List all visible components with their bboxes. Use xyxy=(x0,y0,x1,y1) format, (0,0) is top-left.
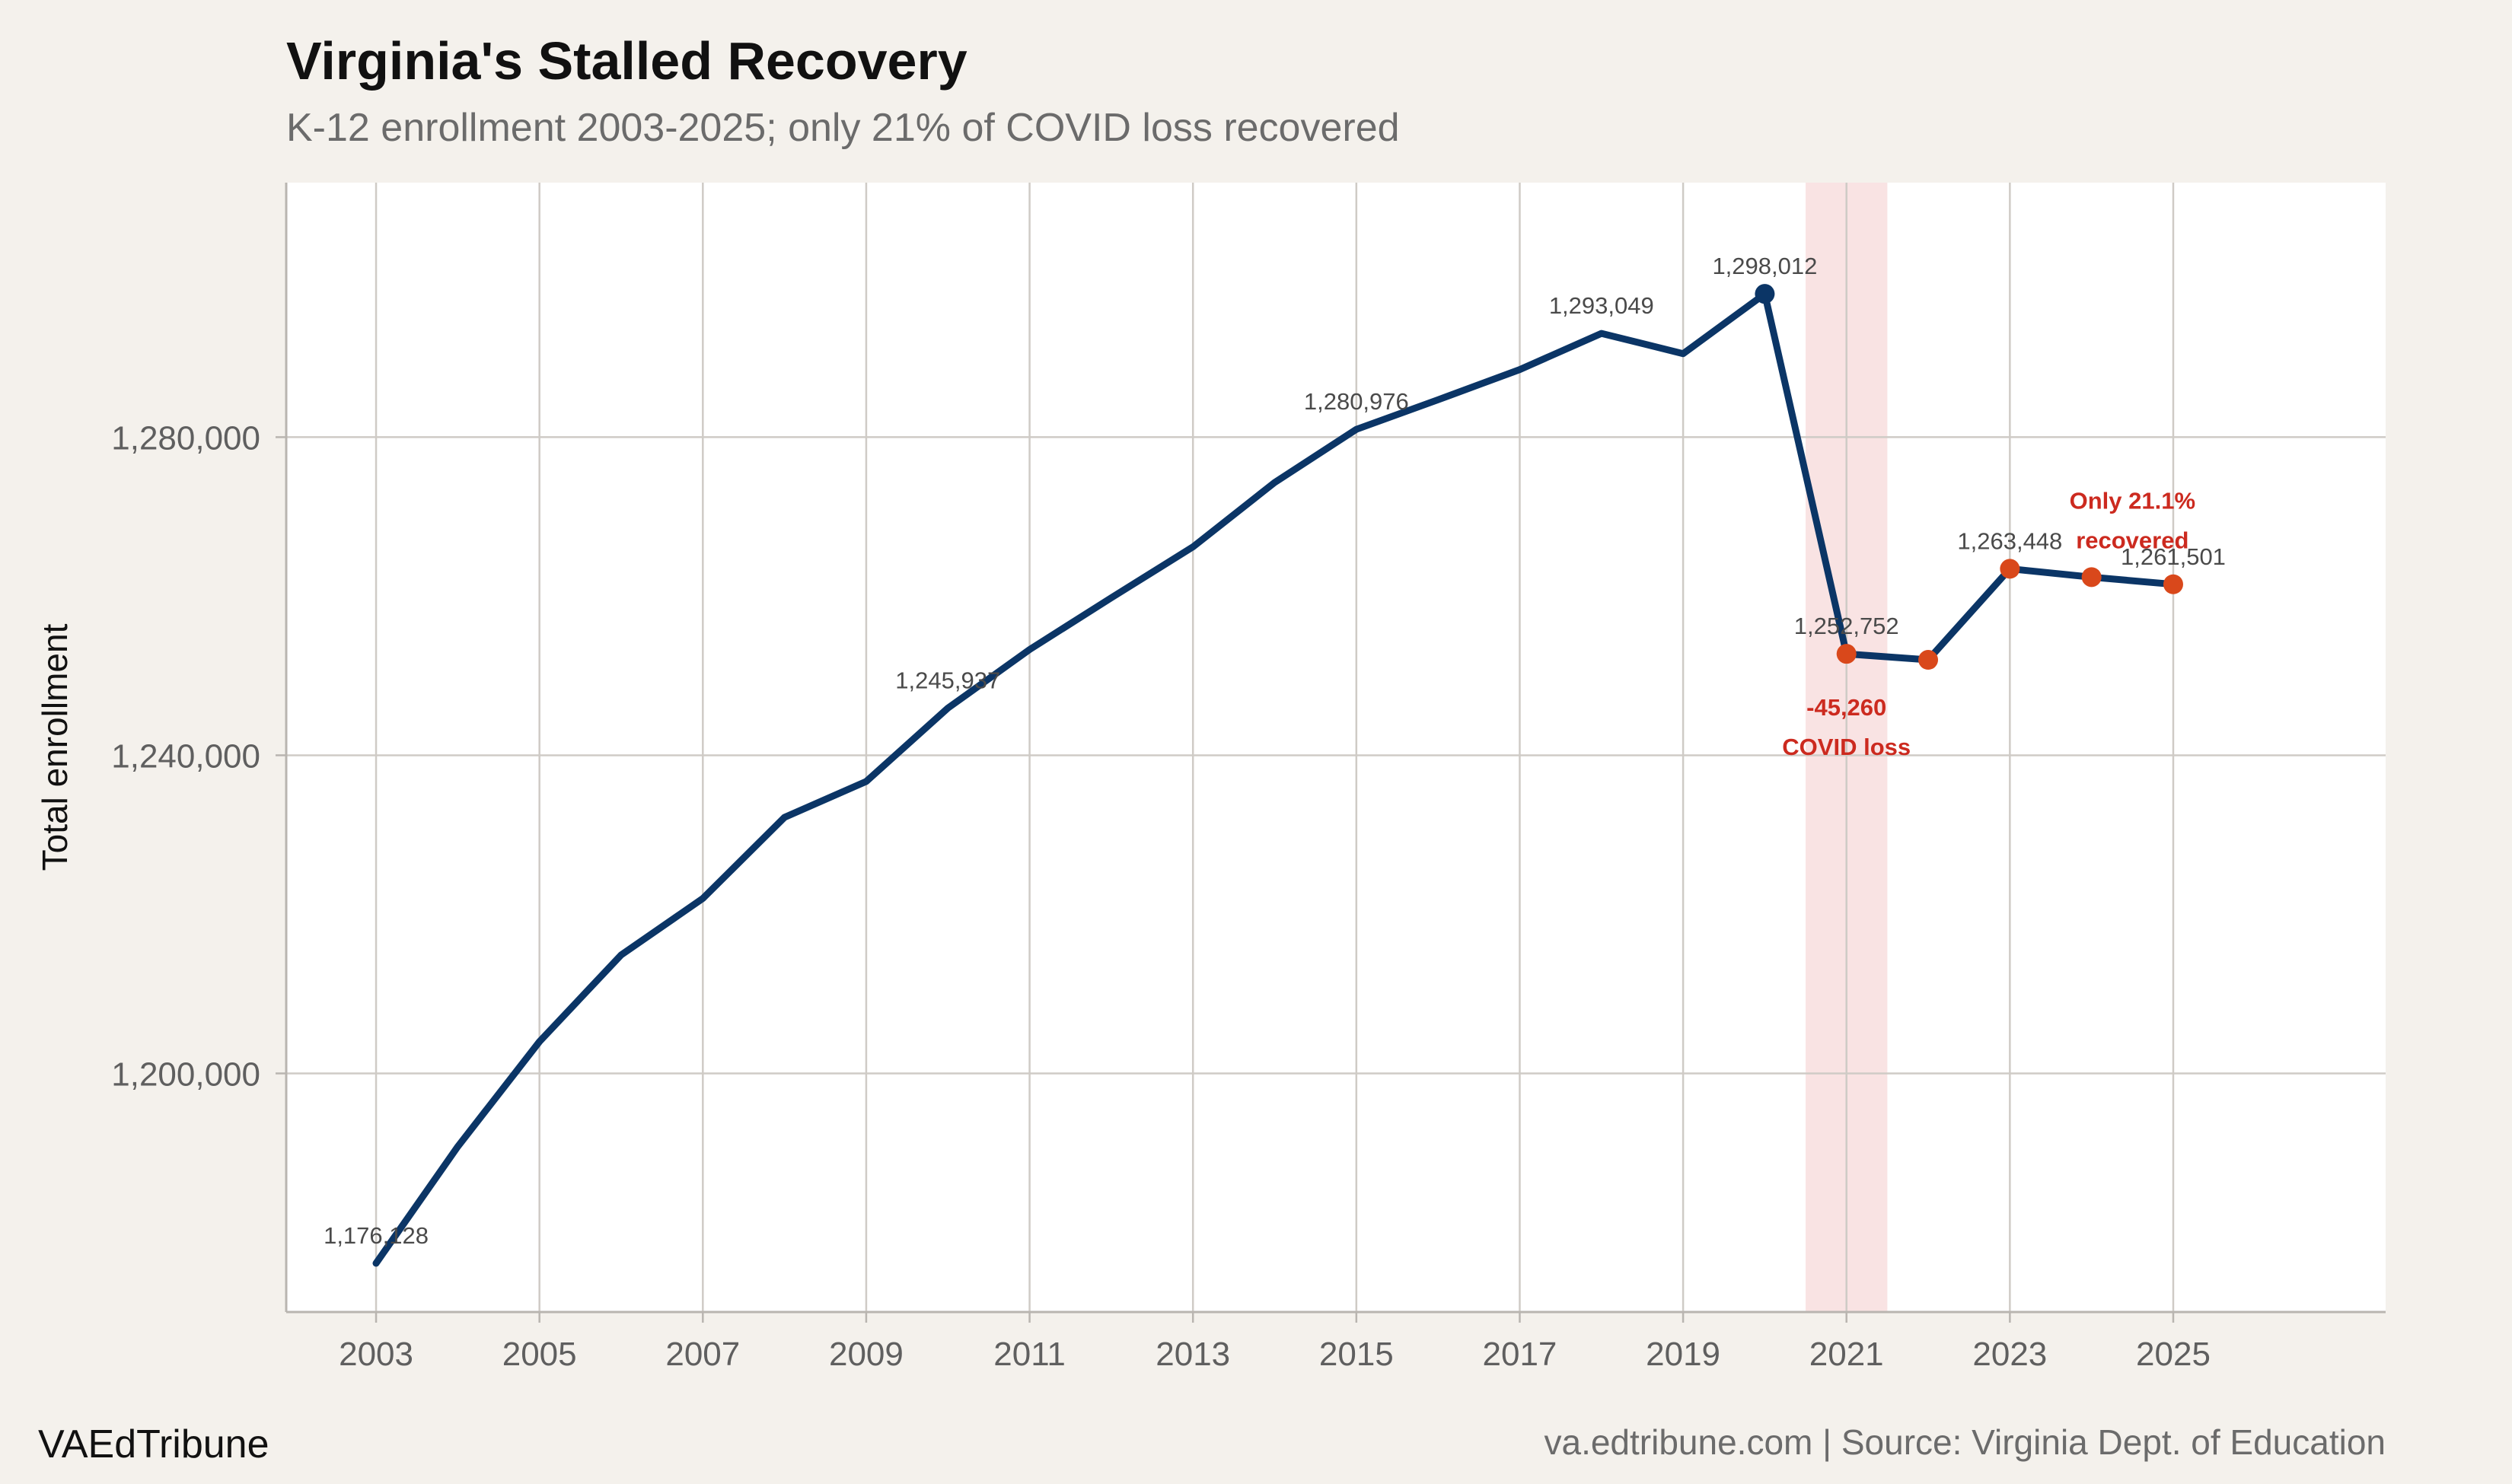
annotation-text: -45,260 xyxy=(1806,694,1886,721)
chart-subtitle: K-12 enrollment 2003-2025; only 21% of C… xyxy=(286,106,1400,150)
y-tick-label: 1,280,000 xyxy=(111,419,260,457)
data-label: 1,280,976 xyxy=(1304,388,1409,415)
post-covid-point xyxy=(2000,559,2020,579)
y-axis-label: Total enrollment xyxy=(35,623,75,871)
annotation-text: recovered xyxy=(2076,527,2188,553)
data-label: 1,245,937 xyxy=(895,667,1000,693)
post-covid-point xyxy=(1836,644,1857,664)
x-tick-label: 2015 xyxy=(1319,1336,1394,1373)
annotation-text: Only 21.1% xyxy=(2070,487,2195,514)
x-tick-label: 2019 xyxy=(1646,1336,1720,1373)
data-label: 1,298,012 xyxy=(1712,253,1817,279)
grid-layer xyxy=(286,183,2386,1312)
x-tick-label: 2005 xyxy=(502,1336,577,1373)
tick-labels-layer: 2003 2005 2007 2009 2011 2013 2015 2017 2019 2021… xyxy=(111,419,2211,1373)
x-tick-label: 2017 xyxy=(1483,1336,1557,1373)
annotations-layer: -45,260 COVID loss Only 21.1% recovered xyxy=(1782,487,2195,760)
chart-title: Virginia's Stalled Recovery xyxy=(286,31,968,91)
x-tick-label: 2007 xyxy=(665,1336,740,1373)
data-label: 1,293,049 xyxy=(1549,292,1654,319)
plot-panel xyxy=(286,183,2386,1312)
x-tick-label: 2003 xyxy=(339,1336,413,1373)
data-label: 1,261,501 xyxy=(2121,543,2226,570)
post-covid-point xyxy=(2081,567,2102,588)
series-layer xyxy=(372,290,2177,1267)
data-label: 1,252,752 xyxy=(1794,613,1899,639)
x-tick-label: 2023 xyxy=(1972,1336,2047,1373)
x-tick-label: 2025 xyxy=(2136,1336,2211,1373)
enrollment-line xyxy=(372,290,2177,1267)
post-covid-point xyxy=(1918,650,1939,670)
data-label: 1,176,128 xyxy=(324,1222,429,1249)
points-layer xyxy=(1755,284,2183,670)
y-tick-label: 1,240,000 xyxy=(111,737,260,775)
post-covid-point xyxy=(2163,574,2183,594)
data-labels-layer: 1,176,128 1,245,937 1,280,976 1,293,049 1,29… xyxy=(324,253,2226,1249)
annotation-text: COVID loss xyxy=(1782,734,1911,760)
data-label: 1,263,448 xyxy=(1957,527,2062,554)
x-tick-label: 2021 xyxy=(1809,1336,1884,1373)
source-credit: va.edtribune.com | Source: Virginia Dept… xyxy=(1544,1422,2386,1462)
x-tick-label: 2011 xyxy=(993,1336,1066,1373)
brand-name: VAEdTribune xyxy=(38,1422,269,1466)
peak-point xyxy=(1755,284,1775,304)
y-tick-label: 1,200,000 xyxy=(111,1056,260,1093)
x-tick-label: 2009 xyxy=(829,1336,904,1373)
axes-layer xyxy=(285,183,2386,1314)
x-tick-label: 2013 xyxy=(1156,1336,1230,1373)
